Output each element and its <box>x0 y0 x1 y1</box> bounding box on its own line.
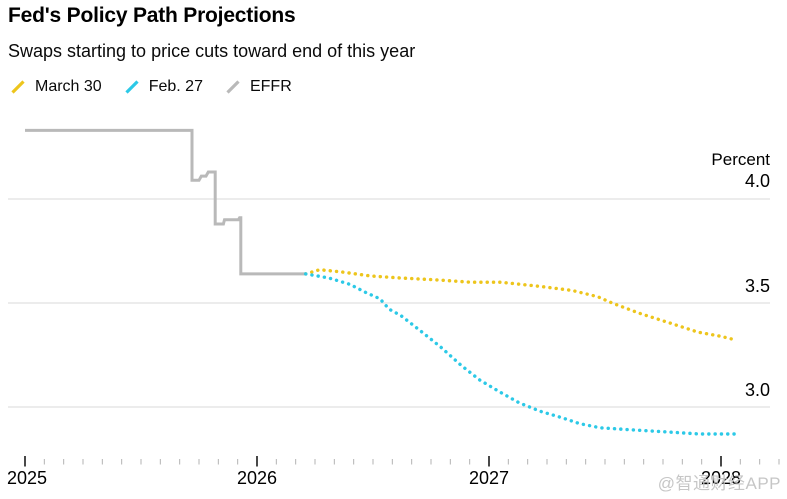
legend-label: Feb. 27 <box>148 78 203 95</box>
x-tick-label-2025: 2025 <box>6 468 48 488</box>
y-tick-label-4-0: 4.0 <box>744 171 770 191</box>
legend-label: EFFR <box>249 78 292 95</box>
yellow-line-swatch-icon <box>11 80 25 94</box>
legend-item-feb-27: Feb. 27 <box>124 78 203 96</box>
cyan-line-swatch-icon <box>125 80 139 94</box>
series-line-feb-27 <box>304 272 739 436</box>
y-axis-unit-label: Percent <box>711 150 770 169</box>
gray-line-swatch-icon <box>226 80 240 94</box>
series-line-effr <box>25 128 306 276</box>
x-tick-label-2027: 2027 <box>468 468 510 488</box>
series-line-march-30 <box>304 267 739 343</box>
chart-legend: March 30 Feb. 27 EFFR <box>10 78 292 96</box>
chart-title: Fed's Policy Path Projections <box>8 4 296 27</box>
legend-item-effr: EFFR <box>225 78 292 96</box>
watermark: @智通财经APP <box>657 474 781 493</box>
legend-item-march-30: March 30 <box>10 78 102 96</box>
y-tick-label-3-0: 3.0 <box>744 380 770 400</box>
x-tick-label-2028: 2028 <box>700 468 742 488</box>
chart-subtitle: Swaps starting to price cuts toward end … <box>8 41 416 61</box>
legend-label: March 30 <box>35 78 102 95</box>
x-tick-label-2026: 2026 <box>236 468 278 488</box>
y-tick-label-3-5: 3.5 <box>744 276 770 296</box>
